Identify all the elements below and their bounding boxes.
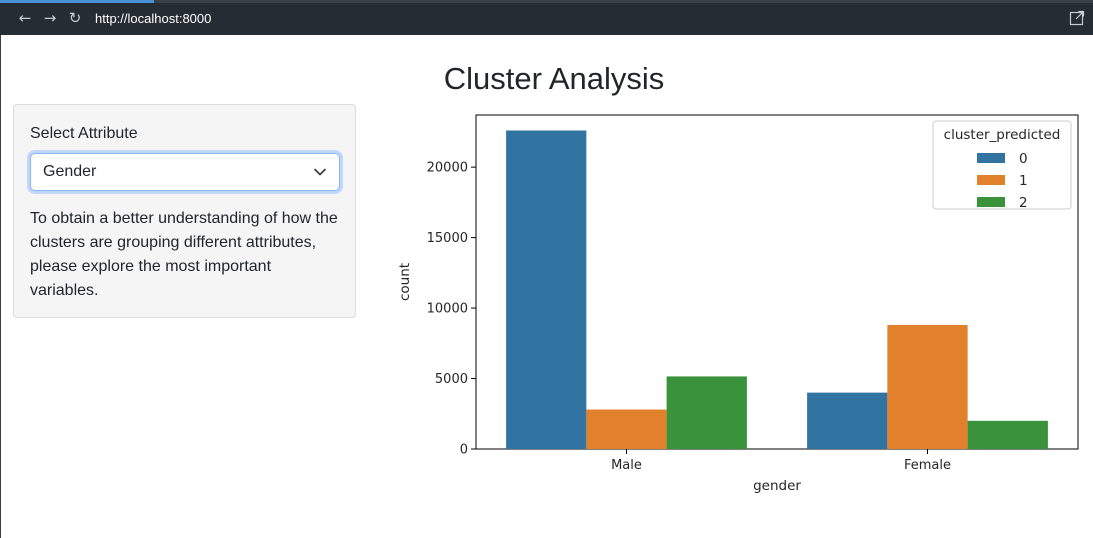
bar-male-cluster-2 [666,376,747,449]
legend-label-cluster-0: 0 [1019,151,1028,167]
chevron-down-icon [314,168,326,176]
y-tick-label: 20000 [427,161,468,176]
bar-male-cluster-0 [506,130,587,449]
panel-description: To obtain a better understanding of how … [30,210,338,299]
x-tick-label: Male [611,458,642,473]
bar-female-cluster-2 [967,420,1048,449]
attribute-panel: Select Attribute Gender To obtain a bett… [13,104,356,318]
legend-swatch-cluster-1 [977,175,1005,185]
page-content: Cluster Analysis Select Attribute Gender… [0,35,1093,538]
back-arrow-icon[interactable]: ← [18,9,32,27]
x-tick-label: Female [904,458,951,473]
attribute-select[interactable]: Gender [30,153,340,191]
legend-box [932,120,1072,210]
plot-frame [475,114,1079,450]
y-axis-label: count [397,263,413,301]
attribute-select-value: Gender [43,163,97,180]
external-link-icon[interactable] [1069,10,1085,26]
reload-icon[interactable]: ↻ [68,9,82,27]
legend-label-cluster-1: 1 [1019,173,1028,189]
y-tick-label: 0 [460,443,468,458]
select-attribute-label: Select Attribute [30,125,138,142]
x-axis-label: gender [753,478,801,494]
y-tick-label: 10000 [427,302,468,317]
y-tick-label: 5000 [435,372,468,387]
legend-label-cluster-2: 2 [1019,195,1028,211]
forward-arrow-icon[interactable]: → [43,9,57,27]
legend-title: cluster_predicted [944,127,1061,143]
browser-toolbar: ← → ↻ http://localhost:8000 [0,0,1093,35]
legend-swatch-cluster-0 [977,153,1005,163]
y-tick-label: 15000 [427,231,468,246]
chart-svg: 0 5000 10000 15000 20000 Male Female gender coun… [397,114,1079,494]
page-title: Cluster Analysis [443,61,665,96]
active-tab-indicator [0,0,154,3]
bar-female-cluster-0 [807,392,888,449]
bar-female-cluster-1 [887,324,968,449]
bar-male-cluster-1 [586,409,667,449]
legend-swatch-cluster-2 [977,197,1005,207]
cluster-bar-chart: 0 5000 10000 15000 20000 Male Female gender coun… [381,103,1086,508]
address-bar-url[interactable]: http://localhost:8000 [95,11,212,26]
